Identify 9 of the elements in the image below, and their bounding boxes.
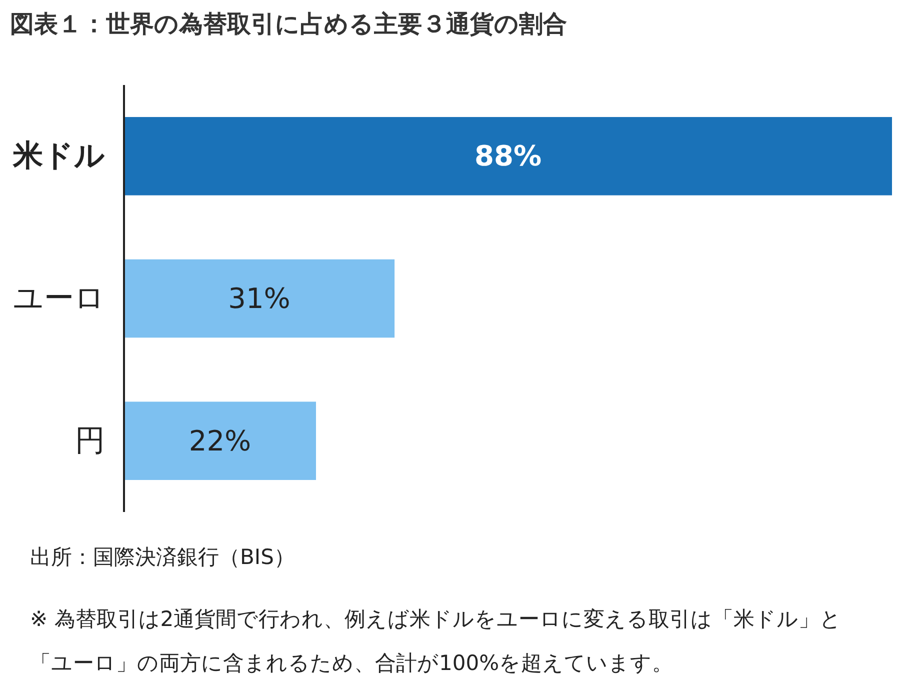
y-tick-label: 円 (75, 423, 105, 458)
y-tick-label: ユーロ (13, 281, 105, 316)
text: 出所：国際決済銀行（BIS） (30, 544, 296, 571)
text: ※ 為替取引は2通貨間で行われ、例えば米ドルをユーロに変える取引は「米ドル」と「ユーロ」の両方に含まれるため、合計が100%を超えています。 (30, 606, 843, 677)
data-label: 31% (228, 282, 290, 315)
y-tick-label: 米ドル (12, 138, 105, 174)
data-label: 88% (474, 140, 542, 173)
data-label: 22% (188, 424, 252, 458)
chart-title: 図表１：世界の為替取引に占める主要３通貨の割合 (10, 9, 567, 40)
